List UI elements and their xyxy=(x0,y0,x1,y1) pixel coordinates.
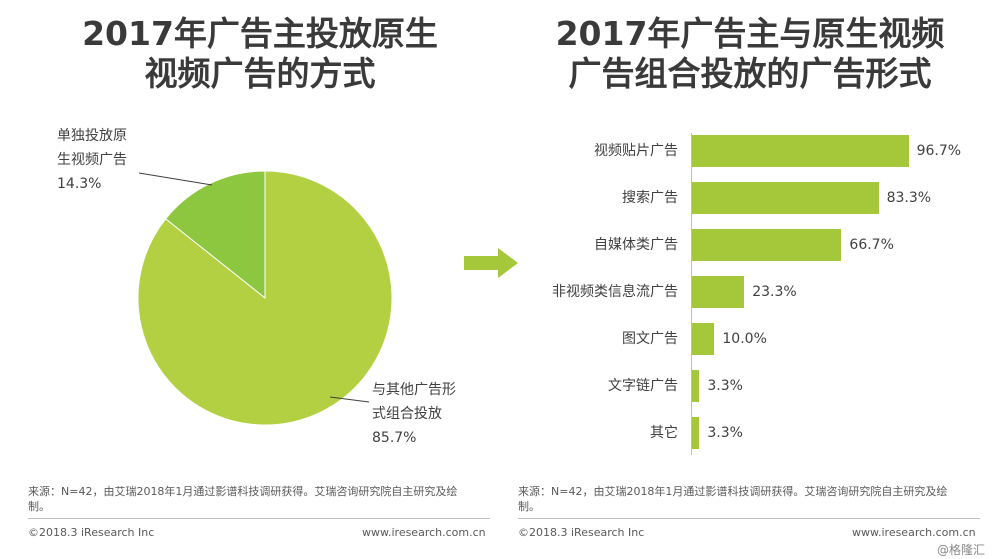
pie-label-large-line1: 与其他广告形 xyxy=(372,382,456,398)
left-source-line1: 来源：N=42，由艾瑞2018年1月通过影谱科技调研获得。艾瑞咨询研究院自主研究… xyxy=(28,485,458,498)
pie-label-small: 单独投放原 生视频广告 14.3% xyxy=(57,124,127,196)
watermark: @格隆汇 xyxy=(937,543,986,557)
left-footer-rule xyxy=(28,518,490,519)
bar-value-label: 66.7% xyxy=(849,237,894,253)
right-source-line1: 来源：N=42，由艾瑞2018年1月通过影谱科技调研获得。艾瑞咨询研究院自主研究… xyxy=(518,485,948,498)
pie-label-large-line2: 式组合投放 xyxy=(372,406,442,422)
right-source-line2: 制。 xyxy=(518,500,540,513)
pie-chart xyxy=(137,170,393,426)
pie-slice-standalone xyxy=(164,170,266,300)
bar-5 xyxy=(692,370,700,402)
bar-3 xyxy=(692,276,745,308)
left-chart-title: 2017年广告主投放原生 视频广告的方式 xyxy=(40,14,480,94)
bar-4 xyxy=(692,323,715,355)
bar-6 xyxy=(692,417,700,449)
bar-value-label: 3.3% xyxy=(707,425,743,441)
pie-leader-line-0 xyxy=(138,172,213,186)
right-copyright: ©2018.3 iResearch Inc xyxy=(518,526,645,539)
bar-value-label: 96.7% xyxy=(916,143,962,159)
left-source-note: 来源：N=42，由艾瑞2018年1月通过影谱科技调研获得。艾瑞咨询研究院自主研究… xyxy=(28,484,498,514)
left-website: www.iresearch.com.cn xyxy=(362,526,486,539)
bar-value-label: 3.3% xyxy=(707,378,743,394)
bar-category-label: 搜索广告 xyxy=(622,190,678,206)
bar-category-label: 图文广告 xyxy=(622,331,678,347)
bar-0 xyxy=(692,135,909,167)
right-source-note: 来源：N=42，由艾瑞2018年1月通过影谱科技调研获得。艾瑞咨询研究院自主研究… xyxy=(518,484,988,514)
right-footer-rule xyxy=(518,518,980,519)
pie-label-small-value: 14.3% xyxy=(57,176,102,192)
left-title-line1: 2017年广告主投放原生 xyxy=(82,14,438,53)
pie-label-small-line2: 生视频广告 xyxy=(57,152,127,168)
right-title-line2: 广告组合投放的广告形式 xyxy=(568,54,932,93)
right-website: www.iresearch.com.cn xyxy=(852,526,976,539)
pie-leader-line-1 xyxy=(329,396,370,403)
bar-category-label: 文字链广告 xyxy=(608,378,678,394)
bar-category-label: 自媒体类广告 xyxy=(594,237,678,253)
bar-category-label: 其它 xyxy=(650,425,678,441)
pie-label-small-line1: 单独投放原 xyxy=(57,128,127,144)
bar-category-label: 视频贴片广告 xyxy=(594,143,678,159)
bar-1 xyxy=(692,182,879,214)
bar-value-label: 83.3% xyxy=(886,190,932,206)
left-source-line2: 制。 xyxy=(28,500,50,513)
bar-value-label: 23.3% xyxy=(752,284,797,300)
pie-label-large: 与其他广告形 式组合投放 85.7% xyxy=(372,378,456,450)
left-copyright: ©2018.3 iResearch Inc xyxy=(28,526,155,539)
bar-value-label: 10.0% xyxy=(722,331,767,347)
right-arrow-icon xyxy=(464,248,518,278)
bar-chart-axis xyxy=(691,133,692,455)
right-title-line1: 2017年广告主与原生视频 xyxy=(555,14,945,53)
pie-label-large-value: 85.7% xyxy=(372,430,417,446)
bar-category-label: 非视频类信息流广告 xyxy=(552,284,678,300)
right-chart-title: 2017年广告主与原生视频 广告组合投放的广告形式 xyxy=(530,14,970,94)
bar-2 xyxy=(692,229,842,261)
left-title-line2: 视频广告的方式 xyxy=(144,54,376,93)
pie-slice-combined xyxy=(137,170,393,426)
